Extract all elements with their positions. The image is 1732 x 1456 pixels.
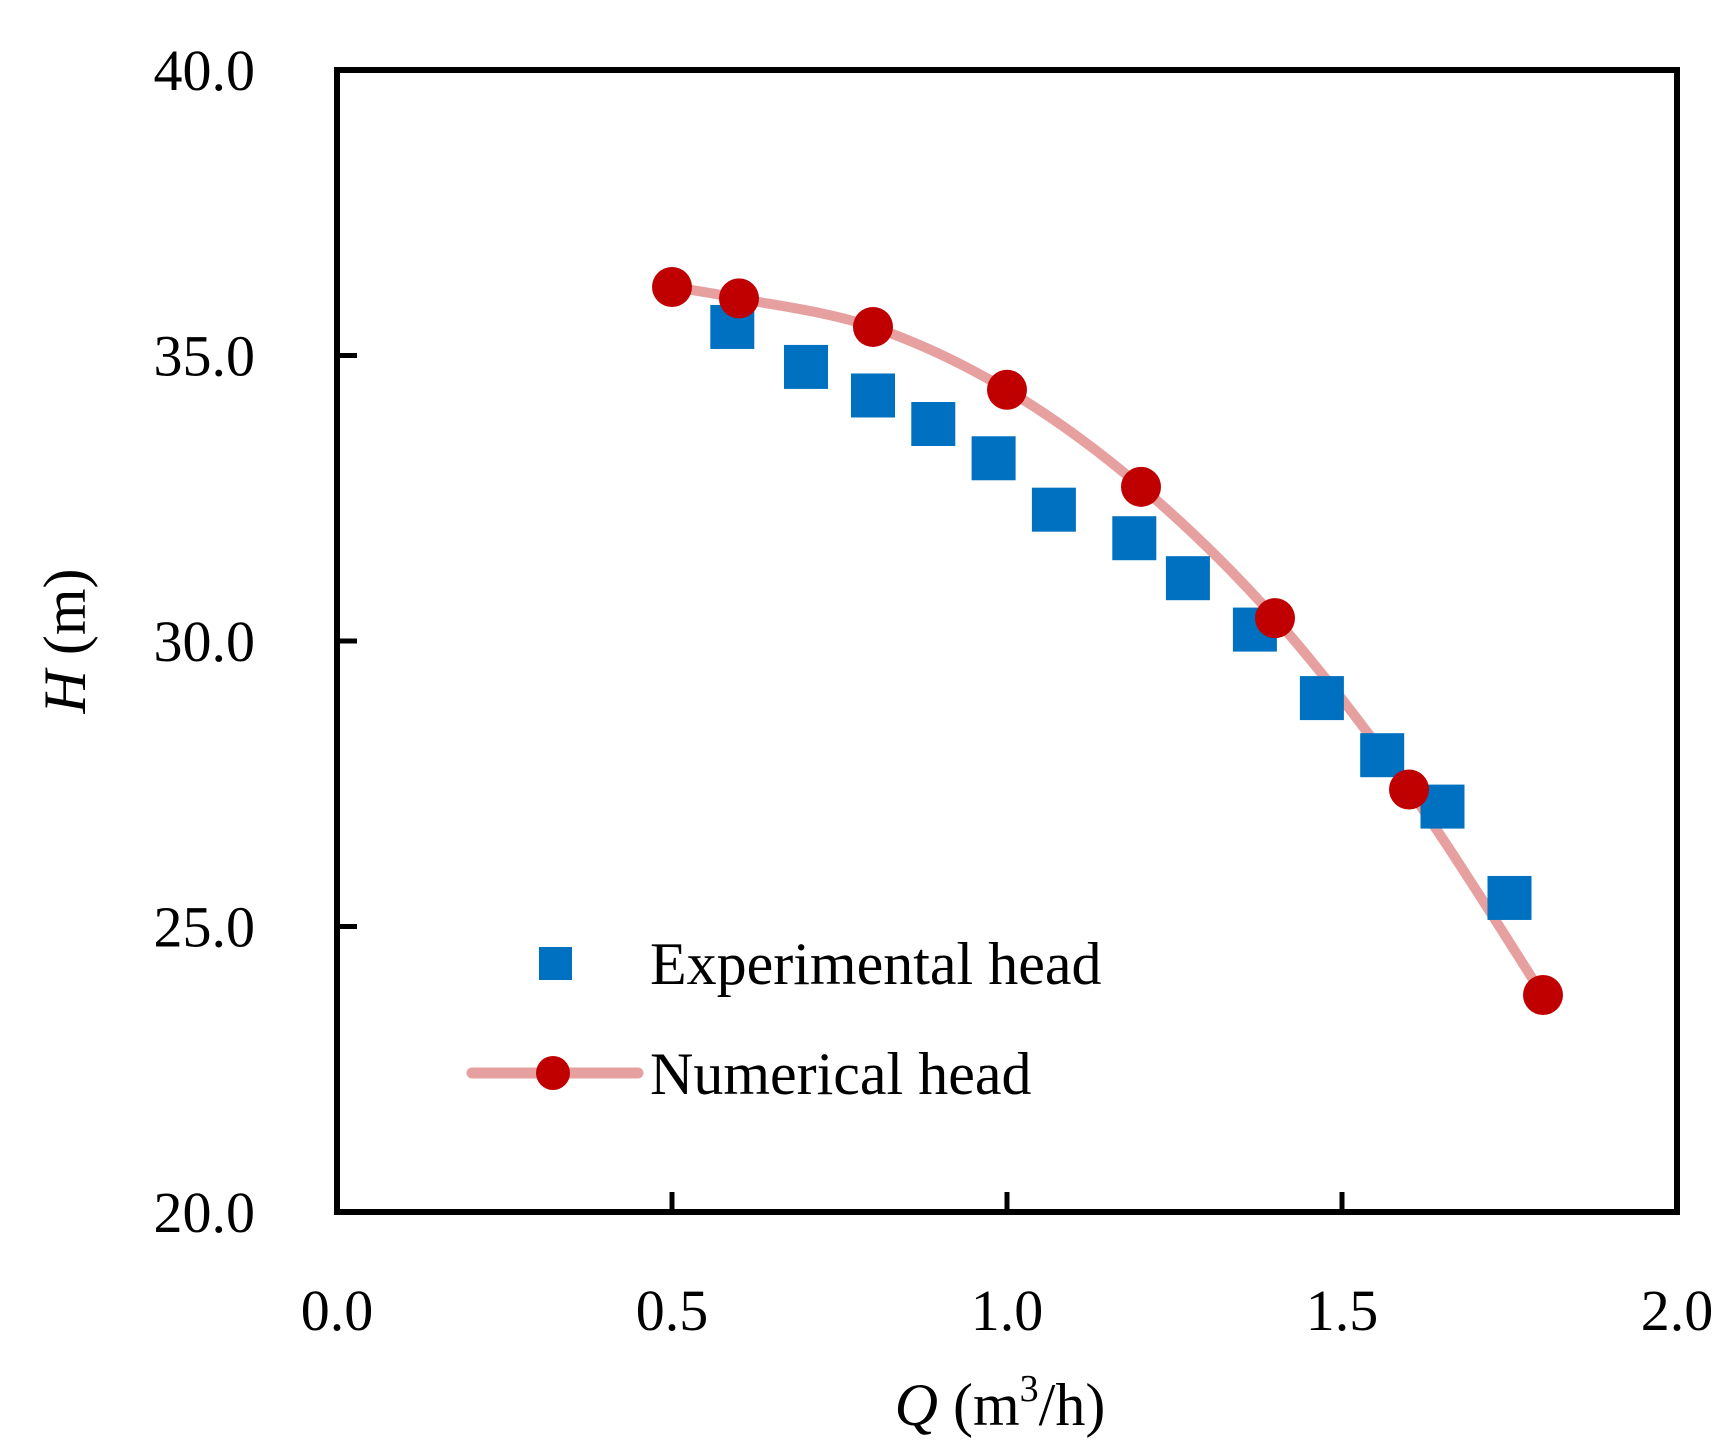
x-axis-title: Q (m3/h) <box>895 1368 1106 1438</box>
x-tick-label: 1.5 <box>1306 1278 1379 1343</box>
y-tick-label: 35.0 <box>154 324 256 389</box>
numerical-point <box>987 369 1027 410</box>
legend-experimental-label: Experimental head <box>650 931 1101 997</box>
y-tick-label: 20.0 <box>154 1180 256 1245</box>
experimental-point <box>851 373 895 418</box>
y-tick-label: 25.0 <box>154 895 256 960</box>
x-tick-label: 0.0 <box>301 1278 374 1343</box>
numerical-point <box>1523 975 1563 1016</box>
legend-experimental-marker <box>539 947 572 980</box>
numerical-point <box>853 306 893 347</box>
legend-numerical-label: Numerical head <box>650 1041 1031 1107</box>
y-axis-title: H (m) <box>32 569 98 715</box>
legend: Experimental head Numerical head <box>466 931 1101 1107</box>
legend-numerical-marker <box>536 1056 570 1090</box>
experimental-point <box>911 402 956 447</box>
y-axis-ticks: 20.0 25.0 30.0 35.0 40.0 <box>154 38 357 1245</box>
x-axis-ticks: 0.0 0.5 1.0 1.5 2.0 <box>301 1192 1714 1343</box>
numerical-point <box>1389 769 1429 810</box>
y-tick-label: 30.0 <box>154 609 256 674</box>
experimental-point <box>1165 556 1210 601</box>
experimental-point <box>1487 875 1532 920</box>
x-tick-label: 1.0 <box>971 1278 1044 1343</box>
experimental-point <box>1031 487 1076 532</box>
x-tick-label: 0.5 <box>636 1278 709 1343</box>
plot-area <box>334 67 1680 1215</box>
numerical-point <box>1121 466 1161 507</box>
numerical-point <box>652 266 692 307</box>
experimental-point <box>971 436 1016 481</box>
experimental-point <box>1360 733 1405 778</box>
experimental-point <box>784 344 828 389</box>
x-tick-label: 2.0 <box>1641 1278 1714 1343</box>
experimental-point <box>1299 676 1344 721</box>
experimental-point <box>1112 516 1157 561</box>
numerical-point <box>719 278 759 319</box>
numerical-point <box>1255 598 1295 639</box>
y-tick-label: 40.0 <box>154 38 256 103</box>
series-layer <box>652 266 1563 1016</box>
